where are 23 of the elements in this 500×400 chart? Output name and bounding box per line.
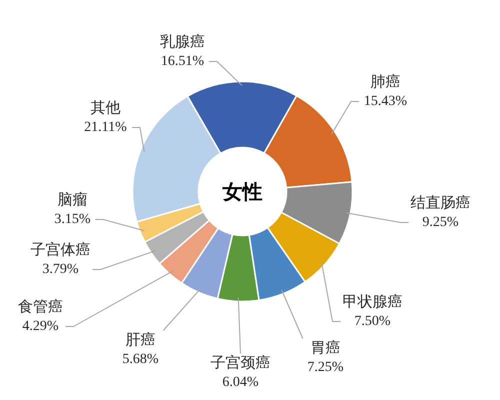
slice-label: 乳腺癌 xyxy=(160,34,205,50)
data-label: 21.11% xyxy=(84,120,128,135)
slice-label: 脑瘤 xyxy=(58,192,88,208)
data-label: 15.43% xyxy=(364,94,408,109)
slice-label: 结直肠癌 xyxy=(410,194,470,212)
data-label: 7.25% xyxy=(307,360,344,375)
data-label: 4.29% xyxy=(22,319,59,334)
slice-label: 甲状腺癌 xyxy=(342,294,402,310)
slice-label: 肝癌 xyxy=(126,332,156,348)
slice-label: 食管癌 xyxy=(18,298,63,316)
slice-label: 胃癌 xyxy=(310,340,340,356)
slice-label: 子宫体癌 xyxy=(30,242,90,258)
text: 女性 xyxy=(222,180,262,204)
data-label: 9.25% xyxy=(422,215,459,230)
data-label: 5.68% xyxy=(122,352,159,367)
data-label: 6.04% xyxy=(222,375,259,390)
slice-label: 子宫颈癌 xyxy=(210,354,270,372)
slice-label: 肺癌 xyxy=(370,74,400,90)
slice-label: 其他 xyxy=(90,100,120,116)
data-label: 3.79% xyxy=(42,262,79,277)
data-label: 3.15% xyxy=(54,212,91,227)
data-label: 16.51% xyxy=(160,54,204,69)
data-label: 7.50% xyxy=(354,314,391,329)
